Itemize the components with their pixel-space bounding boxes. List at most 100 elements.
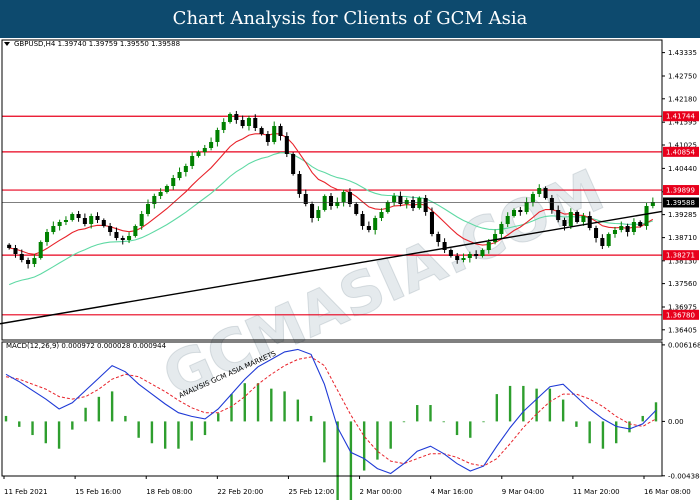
candle-body[interactable] — [625, 226, 630, 232]
candle-body[interactable] — [240, 120, 245, 126]
candle-body[interactable] — [114, 232, 119, 238]
candle-body[interactable] — [404, 200, 409, 204]
candle-body[interactable] — [474, 254, 479, 256]
candle-body[interactable] — [442, 242, 447, 250]
candle-body[interactable] — [335, 202, 340, 206]
candle-body[interactable] — [26, 260, 31, 264]
candle-body[interactable] — [461, 258, 466, 260]
candle-body[interactable] — [398, 196, 403, 204]
candle-body[interactable] — [158, 192, 163, 196]
candle-body[interactable] — [373, 218, 378, 230]
candle-body[interactable] — [411, 200, 416, 208]
candle-body[interactable] — [436, 234, 441, 242]
candle-body[interactable] — [265, 134, 270, 142]
candle-body[interactable] — [259, 128, 264, 134]
candle-body[interactable] — [108, 226, 113, 232]
candle-body[interactable] — [13, 248, 18, 254]
candle-body[interactable] — [196, 152, 201, 156]
candle-body[interactable] — [253, 118, 258, 128]
candle-body[interactable] — [568, 212, 573, 226]
candle-body[interactable] — [322, 196, 327, 210]
candle-body[interactable] — [493, 234, 498, 242]
candle-body[interactable] — [246, 118, 251, 126]
candle-body[interactable] — [328, 196, 334, 206]
candle-body[interactable] — [524, 202, 529, 212]
candle-body[interactable] — [291, 154, 296, 174]
candle-body[interactable] — [530, 194, 535, 202]
candle-body[interactable] — [145, 204, 151, 214]
candle-body[interactable] — [316, 210, 321, 218]
candle-body[interactable] — [511, 210, 517, 216]
candle-body[interactable] — [392, 196, 397, 202]
candle-body[interactable] — [347, 192, 352, 204]
candle-body[interactable] — [379, 212, 384, 218]
candle-body[interactable] — [82, 218, 87, 224]
candle-body[interactable] — [32, 258, 37, 264]
candle-body[interactable] — [423, 198, 428, 212]
candle-body[interactable] — [575, 212, 580, 222]
candle-body[interactable] — [310, 204, 315, 218]
candle-body[interactable] — [448, 250, 453, 256]
candle-body[interactable] — [278, 126, 283, 136]
candle-body[interactable] — [183, 166, 188, 172]
candle-body[interactable] — [272, 126, 277, 142]
candle-body[interactable] — [89, 216, 94, 224]
candle-body[interactable] — [228, 114, 233, 122]
candle-body[interactable] — [190, 156, 195, 166]
support-trendline[interactable] — [0, 210, 663, 329]
candle-body[interactable] — [612, 230, 617, 234]
candle-body[interactable] — [499, 224, 504, 234]
dropdown-arrow-icon[interactable] — [4, 42, 10, 46]
candle-body[interactable] — [284, 136, 289, 154]
candle-body[interactable] — [638, 222, 643, 226]
candle-body[interactable] — [480, 250, 485, 256]
candle-body[interactable] — [38, 242, 43, 258]
candle-body[interactable] — [360, 214, 365, 226]
candle-body[interactable] — [177, 172, 182, 178]
candle-body[interactable] — [164, 186, 169, 192]
candle-body[interactable] — [202, 148, 207, 152]
candle-body[interactable] — [120, 238, 125, 240]
candle-body[interactable] — [429, 212, 434, 234]
candle-body[interactable] — [594, 228, 599, 238]
candle-body[interactable] — [101, 220, 106, 226]
candle-body[interactable] — [587, 216, 592, 228]
candle-body[interactable] — [562, 220, 567, 226]
candle-body[interactable] — [606, 234, 611, 246]
candle-body[interactable] — [543, 188, 548, 198]
candle-body[interactable] — [644, 206, 649, 226]
candle-body[interactable] — [19, 254, 24, 260]
candle-body[interactable] — [209, 142, 214, 148]
candle-body[interactable] — [556, 210, 561, 220]
candle-body[interactable] — [354, 204, 359, 214]
candle-body[interactable] — [7, 244, 12, 248]
candle-body[interactable] — [486, 242, 491, 250]
candle-body[interactable] — [127, 236, 132, 240]
candle-body[interactable] — [63, 220, 68, 222]
candle-body[interactable] — [417, 198, 422, 208]
candle-body[interactable] — [366, 226, 371, 230]
candle-body[interactable] — [581, 216, 586, 222]
candle-body[interactable] — [600, 238, 605, 246]
candle-body[interactable] — [70, 214, 75, 220]
candle-body[interactable] — [215, 130, 220, 142]
candle-body[interactable] — [505, 216, 510, 224]
candle-body[interactable] — [234, 114, 239, 120]
candle-body[interactable] — [631, 222, 636, 232]
candle-body[interactable] — [221, 122, 226, 130]
candle-body[interactable] — [171, 178, 176, 186]
candle-body[interactable] — [57, 222, 62, 226]
candle-body[interactable] — [51, 226, 56, 232]
candle-body[interactable] — [76, 214, 81, 218]
candle-body[interactable] — [297, 174, 302, 194]
candle-body[interactable] — [467, 254, 472, 258]
candle-body[interactable] — [303, 194, 308, 204]
candle-body[interactable] — [152, 196, 157, 204]
candle-body[interactable] — [385, 202, 390, 212]
chart-canvas[interactable]: GCMASIA.COM ANALYSIS GCM ASIA MARKETS 1.… — [0, 38, 700, 500]
candle-body[interactable] — [341, 192, 346, 202]
candle-body[interactable] — [455, 256, 460, 260]
candle-body[interactable] — [650, 202, 655, 206]
candle-body[interactable] — [139, 214, 144, 226]
candle-body[interactable] — [537, 188, 542, 194]
